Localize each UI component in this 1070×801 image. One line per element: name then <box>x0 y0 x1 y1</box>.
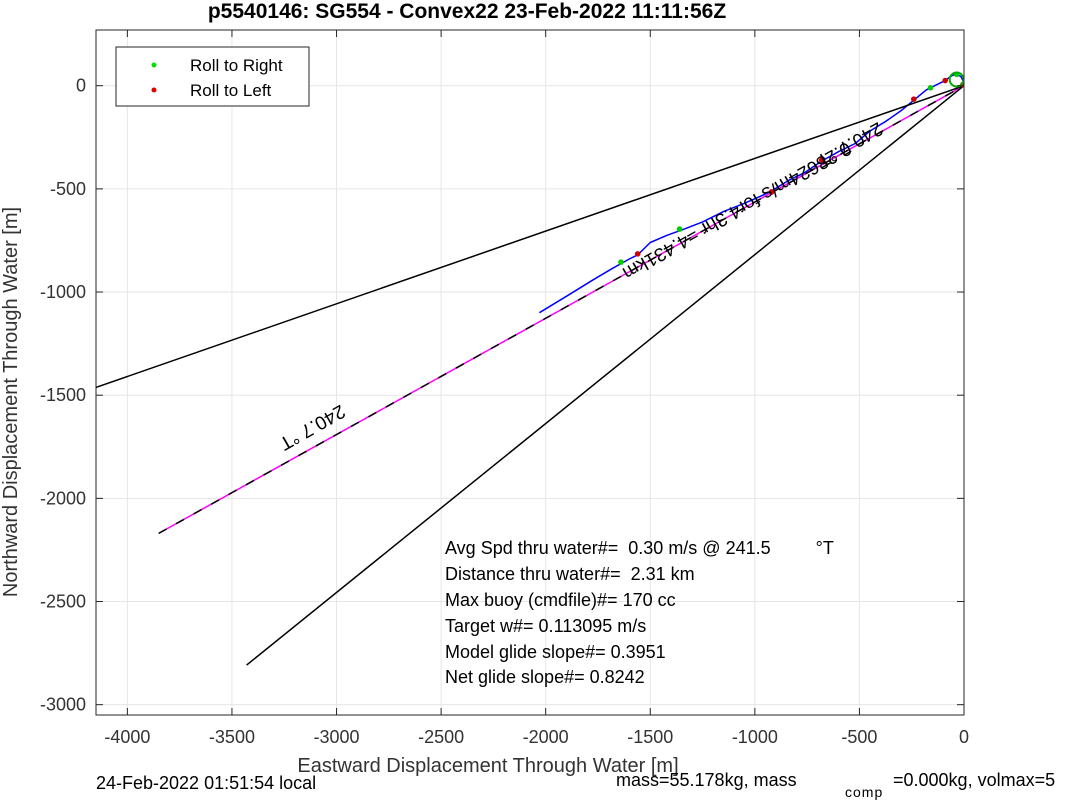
x-tick-label: -2500 <box>418 727 464 747</box>
chart-title: p5540146: SG554 - Convex22 23-Feb-2022 1… <box>208 0 726 23</box>
series-line <box>96 84 964 389</box>
legend-roll-left-marker <box>151 87 157 93</box>
series-line <box>246 85 964 666</box>
info-line: Max buoy (cmdfile)#= 170 cc <box>445 590 676 610</box>
y-tick-label: -2000 <box>40 488 86 508</box>
roll-left-marker <box>768 189 775 195</box>
legend-roll-right-marker <box>151 62 157 68</box>
roll-left-marker <box>911 96 917 102</box>
x-tick-label: -1500 <box>627 727 673 747</box>
plot-frame <box>95 29 965 716</box>
y-tick-label: -1000 <box>40 282 86 302</box>
footer-local-time: 24-Feb-2022 01:51:54 local <box>96 773 316 793</box>
y-tick-label: -3000 <box>40 695 86 715</box>
roll-left-marker <box>818 157 825 163</box>
y-tick-label: 0 <box>76 76 86 96</box>
plot-data <box>96 71 964 666</box>
y-axis-label: Northward Displacement Through Water [m] <box>0 207 22 597</box>
roll-right-marker <box>676 226 683 232</box>
series-line <box>158 85 964 535</box>
x-tick-label: 0 <box>959 727 969 747</box>
footer-mass-prefix: mass=55.178kg, mass <box>616 770 797 790</box>
info-line: Avg Spd thru water#= 0.30 m/s @ 241.5 °T <box>445 538 834 558</box>
info-line: Model glide slope#= 0.3951 <box>445 642 666 662</box>
roll-left-marker <box>942 77 948 84</box>
x-tick-label: -500 <box>841 727 877 747</box>
footer-mass-subscript: comp <box>845 784 883 800</box>
legend-roll-left-label: Roll to Left <box>190 81 272 100</box>
info-line: Target w#= 0.113095 m/s <box>445 616 646 636</box>
legend: Roll to Right Roll to Left <box>115 46 310 107</box>
roll-left-marker <box>634 251 641 257</box>
x-tick-label: -1000 <box>732 727 778 747</box>
info-text-block: Avg Spd thru water#= 0.30 m/s @ 241.5 °T… <box>445 538 834 687</box>
roll-right-marker <box>618 259 624 265</box>
y-tick-label: -500 <box>50 179 86 199</box>
x-axis-label: Eastward Displacement Through Water [m] <box>297 755 678 777</box>
legend-roll-right-label: Roll to Right <box>190 56 283 75</box>
axis-ticks: -4000 -3500 -3000 -2500 -2000 -1500 -1000 -500 0… <box>40 30 969 747</box>
info-line: Distance thru water#= 2.31 km <box>445 564 695 584</box>
roll-right-marker <box>927 84 934 91</box>
x-tick-label: -4000 <box>104 727 150 747</box>
y-tick-label: -1500 <box>40 385 86 405</box>
x-tick-label: -3000 <box>314 727 360 747</box>
info-line: Net glide slope#= 0.8242 <box>445 667 645 687</box>
x-tick-label: -3500 <box>209 727 255 747</box>
x-tick-label: -2000 <box>523 727 569 747</box>
footer-mass: mass=55.178kg, mass comp =0.000kg, volma… <box>616 770 1055 800</box>
legend-box <box>115 46 310 107</box>
footer-mass-suffix: =0.000kg, volmax=5 <box>893 770 1055 790</box>
y-tick-label: -2500 <box>40 592 86 612</box>
